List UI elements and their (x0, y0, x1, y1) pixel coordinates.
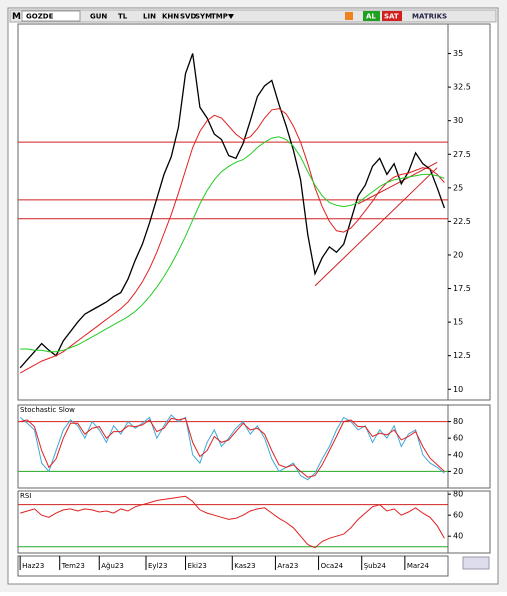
y-tick-label: 25 (453, 183, 463, 192)
series-line (20, 495, 445, 549)
brand: MATRIKS (412, 13, 447, 21)
y-tick-label: 20 (453, 467, 463, 476)
y-tick-label: 15 (453, 318, 463, 327)
axis-panel (447, 490, 491, 554)
y-tick-label: 20 (453, 250, 463, 259)
y-tick-label: 80 (453, 417, 463, 426)
y-tick-label: 22.5 (453, 217, 471, 226)
y-tick-label: 35 (453, 49, 463, 58)
y-tick-label: 40 (453, 450, 463, 459)
toolbar-button[interactable]: TMP (211, 13, 228, 21)
trend-line (314, 167, 438, 287)
x-tick-label: Ara23 (277, 562, 298, 570)
y-tick-label: 17.5 (453, 284, 471, 293)
period[interactable]: GUN (90, 13, 107, 21)
buy-label[interactable]: AL (366, 13, 376, 21)
buy-button[interactable] (363, 11, 380, 21)
sell-label[interactable]: SAT (384, 13, 399, 21)
logo: M (12, 12, 21, 22)
toolbar-button[interactable]: SVD (180, 13, 196, 21)
panel (17, 404, 449, 489)
x-tick-label: Haz23 (22, 562, 44, 570)
dropdown[interactable] (228, 14, 234, 19)
symbol-box[interactable] (21, 10, 81, 22)
toolbar-button[interactable]: KHN (162, 13, 179, 21)
scroll-buttons[interactable] (462, 556, 490, 570)
series-line (20, 417, 445, 478)
y-tick-label: 12.5 (453, 351, 471, 360)
toolbar-button[interactable]: SYM (195, 13, 212, 21)
y-tick-label: 60 (453, 434, 463, 443)
panel-title: Stochastic Slow (20, 406, 75, 414)
x-tick-label: Ağu23 (101, 562, 124, 570)
y-tick-label: 60 (453, 511, 463, 520)
y-tick-label: 30 (453, 116, 463, 125)
x-tick-label: Eyl23 (148, 562, 167, 570)
axis-panel (447, 404, 491, 489)
symbol[interactable]: GOZDE (26, 13, 54, 21)
x-tick-label: Oca24 (321, 562, 344, 570)
series-line (19, 108, 445, 374)
y-tick-label: 27.5 (453, 150, 471, 159)
currency[interactable]: TL (118, 13, 128, 21)
series-line (19, 53, 446, 369)
x-tick-label: Kas23 (234, 562, 255, 570)
icon[interactable] (345, 12, 353, 20)
x-tick-label: Tem23 (61, 562, 85, 570)
panel (17, 490, 449, 554)
panel-title: RSI (20, 492, 31, 500)
x-tick-label: Şub24 (364, 562, 387, 570)
y-tick-label: 32.5 (453, 83, 471, 92)
panel (17, 23, 449, 401)
series-line (19, 414, 445, 481)
y-tick-label: 40 (453, 532, 463, 541)
x-tick-label: Mar24 (407, 562, 430, 570)
y-tick-label: 80 (453, 490, 463, 499)
x-axis (17, 555, 449, 577)
sell-button[interactable] (382, 11, 402, 21)
series-line (20, 136, 445, 353)
trend-line (357, 161, 438, 205)
x-tick-label: Eki23 (188, 562, 207, 570)
axis-panel (447, 23, 491, 401)
scale[interactable]: LIN (143, 13, 156, 21)
y-tick-label: 10 (453, 385, 463, 394)
